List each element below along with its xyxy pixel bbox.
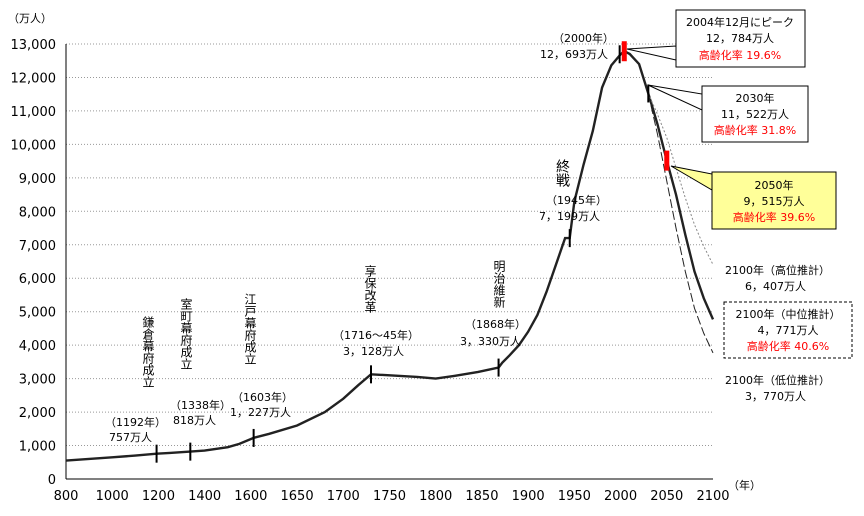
y-tick-label: 9,000 — [19, 172, 56, 187]
mid-rate: 高齢化率 40.6% — [747, 339, 829, 353]
y-tick-label: 3,000 — [19, 373, 56, 388]
label-2100-mid: 2100年（中位推計） 4，771万人 高齢化率 40.6% — [723, 301, 853, 359]
mid-pop: 4，771万人 — [758, 324, 819, 337]
kamakura-pop: 757万人 — [109, 431, 152, 444]
x-axis-ticks: 800 1000 1200 1400 1600 1650 1700 1750 1800 1850 1… — [54, 489, 730, 504]
series-line-history — [65, 49, 650, 462]
y2030-title: 2030年 — [736, 91, 775, 105]
mid-title: 2100年（中位推計） — [736, 307, 841, 321]
kyoho-pop: 3，128万人 — [343, 345, 404, 358]
callout-peak-box — [675, 9, 806, 68]
label-2100-low: 2100年（低位推計） 3，770万人 — [725, 373, 830, 403]
y2050-pop: 9，515万人 — [744, 195, 805, 208]
x-tick-label: 1650 — [281, 489, 314, 504]
edo-pop: 1，227万人 — [230, 406, 291, 419]
x-tick-label: 2100 — [696, 489, 729, 504]
low-pop: 3，770万人 — [745, 390, 806, 403]
y2000-pop: 12，693万人 — [540, 48, 608, 61]
callout-2050: 2050年 9，515万人 高齢化率 39.6% — [670, 165, 837, 230]
y2050-rate: 高齢化率 39.6% — [733, 210, 815, 224]
annotation-2000: （2000年） 12，693万人 — [540, 31, 614, 61]
annotation-kamakura: 鎌倉幕府成立 （1192年） 757万人 — [105, 315, 166, 444]
kyoho-vertical-text: 享保改革 — [363, 264, 377, 313]
shusen-pop: 7，199万人 — [539, 210, 600, 223]
red-marker — [621, 41, 627, 62]
y-tick-label: 1,000 — [19, 440, 56, 455]
mid-box — [723, 301, 853, 359]
gridlines — [66, 43, 713, 447]
y2030-pop: 11，522万人 — [721, 108, 789, 121]
peak-pop: 12，784万人 — [706, 32, 774, 45]
y-tick-label: 7,000 — [19, 239, 56, 254]
y-axis-ticks: 0 1,000 2,000 3,000 4,000 5,000 6,000 7,000 8,00… — [11, 38, 57, 488]
x-tick-label: 1850 — [465, 489, 498, 504]
annotation-edo: 江戸幕府成立 （1603年） 1，227万人 — [230, 293, 293, 419]
x-tick-label: 2050 — [650, 489, 683, 504]
callout-2050-pointer — [670, 165, 713, 191]
x-tick-label: 2000 — [604, 489, 637, 504]
y-tick-label: 11,000 — [11, 105, 57, 120]
callout-2030: 2030年 11，522万人 高齢化率 31.8% — [647, 84, 809, 143]
x-tick-label: 1700 — [327, 489, 360, 504]
callout-peak: 2004年12月にピーク 12，784万人 高齢化率 19.6% — [626, 9, 806, 68]
meiji-pop: 3，330万人 — [460, 335, 521, 348]
y-tick-label: 8,000 — [19, 205, 56, 220]
x-tick-label: 1200 — [142, 489, 175, 504]
muromachi-pop: 818万人 — [173, 414, 216, 427]
low-title: 2100年（低位推計） — [725, 373, 830, 387]
annotation-meiji: 明治維新 （1868年） 3，330万人 — [460, 260, 526, 348]
x-tick-label: 1800 — [419, 489, 452, 504]
callout-2030-pointer — [647, 84, 703, 111]
callout-2050-box — [711, 171, 837, 230]
annotation-kyoho: 享保改革 （1716～45年） 3，128万人 — [333, 264, 419, 358]
y-tick-label: 10,000 — [11, 138, 57, 153]
peak-rate: 高齢化率 19.6% — [699, 48, 781, 62]
peak-title: 2004年12月にピーク — [686, 15, 794, 29]
muromachi-vertical-text: 室町幕府成立 — [179, 297, 193, 370]
annotation-muromachi: 室町幕府成立 （1338年） 818万人 — [170, 297, 231, 427]
series-group — [65, 49, 715, 462]
shusen-vertical-text: 終戦 — [554, 159, 570, 188]
label-2100-high: 2100年（高位推計） 6，407万人 — [725, 263, 830, 293]
y-tick-label: 12,000 — [11, 71, 57, 86]
x-tick-label: 1600 — [234, 489, 267, 504]
x-tick-label: 1400 — [188, 489, 221, 504]
y-tick-label: 2,000 — [19, 406, 56, 421]
y-tick-label: 13,000 — [11, 38, 57, 53]
x-tick-label: 800 — [54, 489, 79, 504]
y2000-year: （2000年） — [553, 31, 614, 45]
x-tick-label: 1000 — [96, 489, 129, 504]
y-tick-label: 5,000 — [19, 306, 56, 321]
x-tick-label: 1750 — [373, 489, 406, 504]
y-tick-label: 4,000 — [19, 339, 56, 354]
kamakura-vertical-text: 鎌倉幕府成立 — [141, 315, 155, 388]
y-tick-label: 6,000 — [19, 272, 56, 287]
x-tick-label: 1900 — [512, 489, 545, 504]
annotation-shusen: 終戦 （1945年） 7，199万人 — [539, 159, 607, 223]
shusen-year: （1945年） — [546, 193, 607, 207]
kyoho-year: （1716～45年） — [333, 328, 419, 342]
meiji-vertical-text: 明治維新 — [492, 260, 506, 308]
red-marker — [664, 150, 670, 171]
x-unit-label: （年） — [728, 478, 761, 492]
event-markers — [155, 41, 670, 463]
callout-2030-box — [701, 85, 809, 143]
y-unit-label: （万人） — [8, 12, 52, 25]
edo-year: （1603年） — [232, 390, 293, 404]
high-pop: 6，407万人 — [745, 280, 806, 293]
high-title: 2100年（高位推計） — [725, 263, 830, 277]
series-line-low — [647, 93, 714, 354]
kamakura-year: （1192年） — [105, 415, 166, 429]
y2050-title: 2050年 — [755, 178, 794, 192]
meiji-year: （1868年） — [465, 317, 526, 331]
edo-vertical-text: 江戸幕府成立 — [243, 293, 257, 365]
y-tick-label: 0 — [48, 473, 56, 488]
series-line-mid — [647, 93, 715, 320]
y2030-rate: 高齢化率 31.8% — [714, 123, 796, 137]
muromachi-year: （1338年） — [170, 398, 231, 412]
x-tick-label: 1950 — [558, 489, 591, 504]
